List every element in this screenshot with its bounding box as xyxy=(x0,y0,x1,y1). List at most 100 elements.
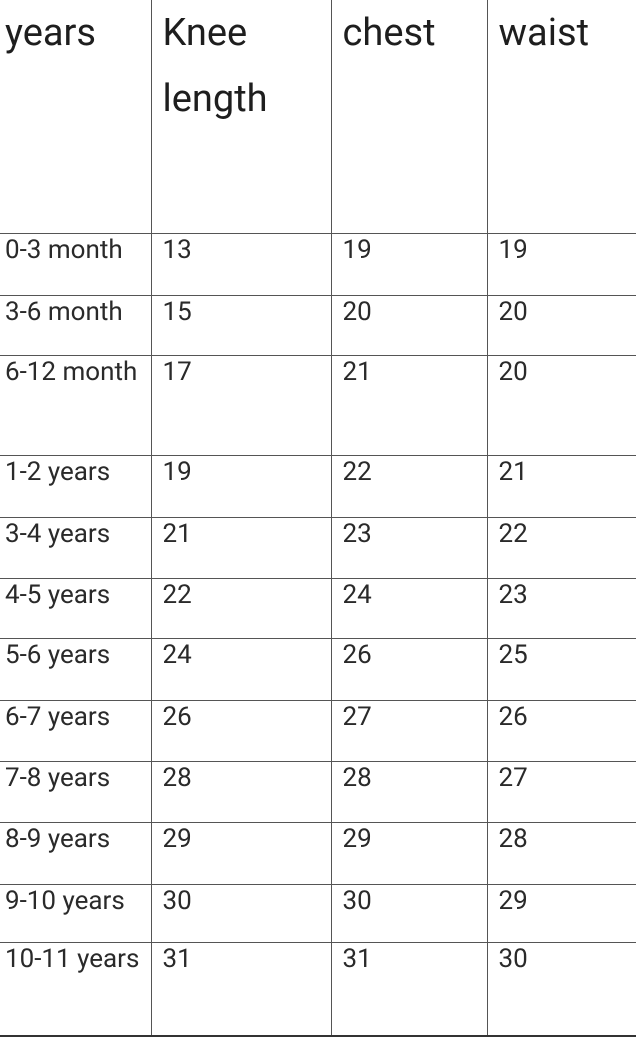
cell-text: 24 xyxy=(162,639,192,670)
table-row: 6-12 month 17 21 20 xyxy=(0,354,636,455)
cell-text: 30 xyxy=(162,885,192,916)
cell-text: 26 xyxy=(342,639,372,670)
cell-text: 27 xyxy=(342,701,372,732)
cell-text: 7-8 years xyxy=(5,762,111,793)
cell-text: 24 xyxy=(342,579,372,610)
table-row: 4-5 years 22 24 23 xyxy=(0,577,636,638)
table-cell: 23 xyxy=(486,577,636,638)
cell-text: 28 xyxy=(498,823,528,854)
table-cell: 3-4 years xyxy=(0,516,151,578)
table-cell: 0-3 month xyxy=(0,232,151,295)
cell-text: 22 xyxy=(342,456,372,487)
table-row: 7-8 years 28 28 27 xyxy=(0,760,636,822)
table-cell: 15 xyxy=(150,294,331,355)
table-cell: 21 xyxy=(150,516,331,578)
cell-text: 0-3 month xyxy=(5,234,123,265)
table-cell: 26 xyxy=(330,637,487,700)
cell-text: 19 xyxy=(342,234,372,265)
table-cell: 10-11 years xyxy=(0,941,151,1037)
cell-text: 21 xyxy=(498,456,528,487)
table-cell: 25 xyxy=(486,637,636,700)
cell-text: 20 xyxy=(498,296,528,327)
table-cell: 22 xyxy=(486,516,636,578)
cell-text: 19 xyxy=(162,456,192,487)
table-cell: 7-8 years xyxy=(0,760,151,822)
table-row: 8-9 years 29 29 28 xyxy=(0,821,636,884)
cell-text: 26 xyxy=(162,701,192,732)
table-cell: 24 xyxy=(330,577,487,638)
header-cell: chest xyxy=(330,0,487,233)
cell-text: 19 xyxy=(498,234,528,265)
cell-text: 3-6 month xyxy=(5,296,123,327)
table-cell: 24 xyxy=(150,637,331,700)
table-cell: 26 xyxy=(150,699,331,761)
cell-text: 29 xyxy=(162,823,192,854)
table-cell: 30 xyxy=(150,883,331,942)
cell-text: 5-6 years xyxy=(5,639,111,670)
table-cell: 27 xyxy=(330,699,487,761)
table-cell: 9-10 years xyxy=(0,883,151,942)
cell-text: 22 xyxy=(498,518,528,549)
table-cell: 6-7 years xyxy=(0,699,151,761)
table-cell: 1-2 years xyxy=(0,454,151,517)
table-cell: 17 xyxy=(150,354,331,455)
table-row: 3-6 month 15 20 20 xyxy=(0,294,636,355)
cell-text: 8-9 years xyxy=(5,823,111,854)
cell-text: 23 xyxy=(342,518,372,549)
cell-text: 20 xyxy=(342,296,372,327)
table-cell: 20 xyxy=(330,294,487,355)
table-cell: 29 xyxy=(486,883,636,942)
table-cell: 19 xyxy=(330,232,487,295)
table-cell: 23 xyxy=(330,516,487,578)
cell-text: 13 xyxy=(162,234,192,265)
header-cell: waist xyxy=(486,0,636,233)
table-cell: 3-6 month xyxy=(0,294,151,355)
table-row: 3-4 years 21 23 22 xyxy=(0,516,636,578)
table-row: 5-6 years 24 26 25 xyxy=(0,637,636,700)
table-row: 6-7 years 26 27 26 xyxy=(0,699,636,761)
table-cell: 26 xyxy=(486,699,636,761)
table-cell: 29 xyxy=(330,821,487,884)
cell-text: 31 xyxy=(342,943,372,974)
table-cell: 21 xyxy=(330,354,487,455)
cell-text: 22 xyxy=(162,579,192,610)
cell-text: 6-7 years xyxy=(5,701,111,732)
cell-text: 29 xyxy=(498,885,528,916)
cell-text: 17 xyxy=(162,356,192,387)
table-row: 1-2 years 19 22 21 xyxy=(0,454,636,517)
table-cell: 29 xyxy=(150,821,331,884)
table-cell: 19 xyxy=(150,454,331,517)
table-cell: 21 xyxy=(486,454,636,517)
table-cell: 5-6 years xyxy=(0,637,151,700)
table-cell: 31 xyxy=(150,941,331,1037)
header-cell: years xyxy=(5,11,97,55)
table-cell: 28 xyxy=(150,760,331,822)
table-cell: 31 xyxy=(330,941,487,1037)
cell-text: 29 xyxy=(342,823,372,854)
table-cell: 22 xyxy=(150,577,331,638)
table-cell: 30 xyxy=(330,883,487,942)
cell-text: 21 xyxy=(162,518,192,549)
cell-text: 23 xyxy=(498,579,528,610)
cell-text: 30 xyxy=(342,885,372,916)
cell-text: 3-4 years xyxy=(5,518,111,549)
table-cell: 4-5 years xyxy=(0,577,151,638)
cell-text: 28 xyxy=(162,762,192,793)
cell-text: 21 xyxy=(342,356,372,387)
table-row: 9-10 years 30 30 29 xyxy=(0,883,636,942)
cell-text: 20 xyxy=(498,356,528,387)
table-cell: 8-9 years xyxy=(0,821,151,884)
cell-text: 15 xyxy=(162,296,192,327)
table-cell: 13 xyxy=(150,232,331,295)
cell-text: 31 xyxy=(162,943,192,974)
cell-text: 27 xyxy=(498,762,528,793)
table-cell: 19 xyxy=(486,232,636,295)
cell-text: 1-2 years xyxy=(5,456,111,487)
table-cell: 6-12 month xyxy=(0,354,151,455)
table-cell: 20 xyxy=(486,354,636,455)
cell-text: 4-5 years xyxy=(5,579,111,610)
table-cell: 22 xyxy=(330,454,487,517)
